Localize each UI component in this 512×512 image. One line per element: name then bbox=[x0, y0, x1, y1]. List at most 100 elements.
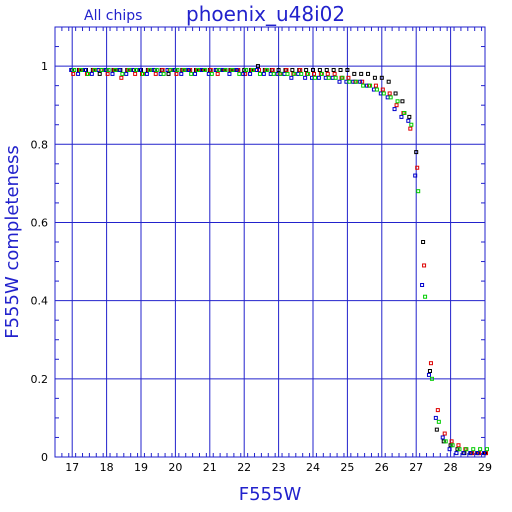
data-point bbox=[255, 64, 260, 69]
data-point bbox=[76, 71, 81, 76]
data-point bbox=[440, 435, 445, 440]
data-point bbox=[338, 68, 343, 72]
data-point bbox=[216, 68, 221, 72]
data-point bbox=[395, 99, 400, 104]
plot-frame bbox=[54, 26, 486, 458]
data-point bbox=[387, 91, 392, 96]
data-point bbox=[208, 68, 213, 72]
data-point bbox=[482, 451, 486, 456]
data-point bbox=[337, 79, 342, 84]
data-point bbox=[120, 71, 125, 76]
data-point bbox=[429, 376, 434, 381]
data-point bbox=[461, 451, 466, 456]
x-tick-label: 29 bbox=[478, 461, 492, 474]
data-point bbox=[230, 68, 235, 72]
data-point bbox=[97, 71, 102, 76]
data-point bbox=[106, 68, 111, 72]
data-point bbox=[393, 91, 398, 96]
x-tick-label: 24 bbox=[306, 461, 320, 474]
data-point bbox=[464, 447, 469, 452]
data-point bbox=[276, 68, 281, 72]
x-tick-label: 28 bbox=[444, 461, 458, 474]
data-point bbox=[299, 71, 304, 76]
data-point bbox=[388, 95, 393, 100]
data-point bbox=[420, 283, 425, 287]
data-point bbox=[141, 71, 145, 76]
data-point bbox=[394, 103, 399, 108]
x-tick-label: 25 bbox=[340, 461, 354, 474]
data-point bbox=[161, 71, 166, 76]
data-point bbox=[254, 68, 259, 72]
data-point bbox=[422, 263, 427, 268]
data-point bbox=[316, 75, 321, 80]
data-point bbox=[331, 68, 336, 72]
data-point bbox=[71, 71, 76, 76]
data-point bbox=[454, 451, 459, 456]
data-point bbox=[306, 71, 311, 76]
data-point bbox=[345, 68, 350, 72]
data-point bbox=[278, 71, 283, 76]
data-point bbox=[244, 68, 249, 72]
data-point bbox=[127, 68, 132, 72]
data-point bbox=[359, 71, 364, 76]
data-point bbox=[153, 71, 158, 76]
data-point bbox=[261, 71, 266, 76]
y-tick-label: 0.6 bbox=[31, 216, 49, 229]
data-point bbox=[99, 68, 104, 72]
data-point bbox=[319, 71, 324, 76]
data-point bbox=[399, 114, 404, 119]
data-point bbox=[119, 75, 124, 80]
data-point bbox=[251, 68, 256, 72]
data-point bbox=[386, 79, 391, 84]
data-point bbox=[352, 71, 357, 76]
data-point bbox=[456, 443, 461, 448]
x-tick-label: 20 bbox=[168, 461, 182, 474]
data-point bbox=[257, 71, 262, 76]
data-point bbox=[361, 83, 366, 88]
data-point bbox=[436, 419, 441, 424]
data-point bbox=[324, 68, 329, 72]
y-axis-label: F555W completeness bbox=[2, 145, 23, 339]
data-point bbox=[223, 68, 228, 72]
x-tick-label: 26 bbox=[375, 461, 389, 474]
data-point bbox=[311, 68, 315, 72]
data-point bbox=[89, 71, 94, 76]
data-point bbox=[196, 68, 201, 72]
data-point bbox=[92, 68, 97, 72]
data-point bbox=[433, 415, 438, 420]
data-point bbox=[124, 71, 129, 76]
data-point bbox=[144, 71, 149, 76]
data-point bbox=[237, 71, 242, 76]
data-point bbox=[346, 75, 351, 80]
data-point bbox=[317, 68, 322, 72]
data-point bbox=[248, 71, 253, 76]
series-points bbox=[72, 68, 489, 452]
grid-lines bbox=[55, 27, 485, 457]
data-point bbox=[414, 150, 419, 155]
chart-title: phoenix_u48i02 bbox=[186, 2, 345, 26]
data-point bbox=[407, 114, 412, 119]
data-point bbox=[117, 68, 122, 72]
data-point bbox=[189, 71, 194, 76]
data-point bbox=[347, 79, 352, 84]
data-point bbox=[168, 68, 173, 72]
data-point bbox=[457, 447, 462, 452]
data-point bbox=[264, 68, 269, 72]
data-point bbox=[313, 75, 317, 80]
data-point bbox=[182, 68, 187, 72]
data-point bbox=[326, 75, 331, 80]
data-point bbox=[478, 447, 483, 452]
data-point bbox=[471, 447, 476, 452]
data-point bbox=[426, 372, 431, 377]
series-points bbox=[69, 68, 486, 456]
data-point bbox=[392, 107, 397, 112]
data-point bbox=[202, 68, 207, 72]
data-point bbox=[134, 68, 139, 72]
data-point bbox=[427, 369, 432, 373]
data-point bbox=[485, 447, 489, 452]
x-tick-label: 27 bbox=[409, 461, 423, 474]
y-tick-label: 0.4 bbox=[31, 295, 49, 308]
data-point bbox=[400, 99, 405, 104]
data-point bbox=[312, 71, 316, 76]
data-point bbox=[408, 126, 413, 131]
